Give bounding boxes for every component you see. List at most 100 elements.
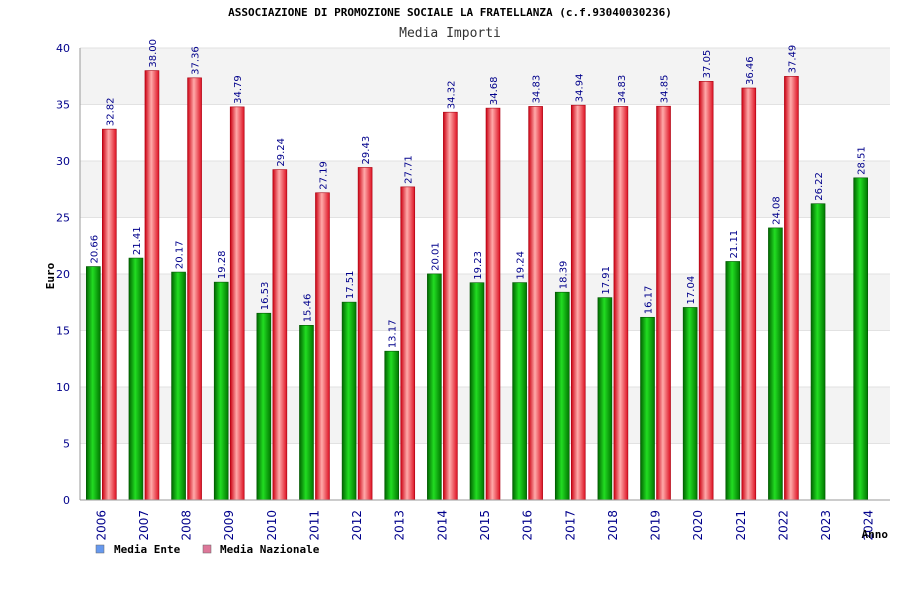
legend: Media Ente Media Nazionale (95, 543, 320, 556)
value-label: 34.83 (617, 75, 628, 104)
y-tick-label: 5 (63, 438, 70, 451)
bar (171, 271, 186, 501)
legend-swatch-media-ente (95, 544, 105, 554)
value-label: 34.32 (446, 81, 457, 110)
value-label: 20.66 (89, 235, 100, 264)
bar (528, 106, 543, 501)
bar (256, 312, 272, 501)
x-tick-label: 2011 (307, 510, 321, 541)
value-label: 16.17 (644, 286, 655, 315)
x-tick-label: 2013 (393, 510, 407, 541)
bar (443, 111, 458, 501)
bar (656, 105, 671, 501)
value-label: 17.04 (686, 276, 697, 305)
bar (187, 77, 202, 501)
value-label: 27.71 (404, 155, 415, 184)
bar (86, 266, 101, 501)
x-tick-label: 2014 (435, 510, 449, 541)
value-label: 34.85 (660, 75, 671, 104)
value-label: 34.68 (489, 76, 500, 105)
value-label: 15.46 (302, 294, 313, 323)
value-label: 37.36 (191, 46, 202, 75)
x-tick-label: 2010 (265, 510, 279, 541)
bar (400, 186, 416, 501)
bar (341, 301, 357, 501)
x-tick-label: 2024 (862, 510, 876, 541)
x-tick-label: 2022 (776, 510, 790, 541)
value-label: 19.23 (473, 251, 484, 280)
value-label: 29.24 (276, 138, 287, 167)
value-label: 34.83 (532, 75, 543, 104)
value-label: 20.17 (175, 240, 186, 269)
y-axis-ticks: 0 5 10 15 20 25 30 35 40 (56, 42, 70, 507)
y-axis-label: Euro (44, 262, 57, 289)
bar (682, 307, 698, 501)
bar (613, 106, 629, 501)
bar (597, 297, 613, 501)
bar (784, 76, 799, 501)
y-tick-label: 10 (56, 381, 70, 394)
value-label: 34.94 (574, 74, 585, 103)
bar (272, 169, 288, 501)
value-label: 38.00 (148, 39, 159, 68)
bar (640, 316, 655, 501)
value-label: 29.43 (361, 136, 372, 165)
bar (768, 227, 783, 501)
bar (698, 81, 714, 501)
value-labels: 20.66 32.82 21.41 38.00 20.17 37.36 19.28 34.79… (89, 39, 867, 348)
bar (315, 192, 330, 501)
x-axis-ticks: 2006 2007 2008 2009 2010 2011 2012 2013 2014 2015… (94, 510, 875, 541)
bar (554, 291, 570, 501)
bar (725, 261, 741, 501)
chart-subtitle: Media Importi (399, 26, 501, 41)
y-tick-label: 0 (63, 494, 70, 507)
x-tick-label: 2017 (563, 510, 577, 541)
y-tick-label: 15 (56, 325, 70, 338)
bar (570, 104, 586, 501)
bar (213, 281, 229, 501)
bar (144, 70, 160, 501)
bar (853, 177, 868, 501)
x-axis-label: Anno (862, 528, 889, 541)
y-tick-label: 40 (56, 42, 70, 55)
bar (485, 107, 501, 501)
x-tick-label: 2020 (691, 510, 705, 541)
bar (427, 273, 442, 501)
value-label: 21.41 (132, 226, 143, 255)
value-label: 26.22 (814, 172, 825, 201)
value-label: 24.08 (771, 196, 782, 225)
value-label: 21.11 (729, 230, 740, 259)
bar (357, 167, 373, 501)
y-tick-label: 20 (56, 268, 70, 281)
x-tick-label: 2016 (521, 510, 535, 541)
legend-label-media-ente: Media Ente (114, 543, 181, 556)
value-label: 36.46 (745, 56, 756, 85)
bar (512, 282, 527, 501)
value-label: 16.53 (260, 282, 271, 311)
value-label: 20.01 (430, 242, 441, 271)
x-tick-label: 2006 (94, 510, 108, 541)
bar (810, 203, 826, 501)
x-tick-label: 2015 (478, 510, 492, 541)
x-tick-label: 2009 (222, 510, 236, 541)
value-label: 19.24 (516, 251, 527, 280)
value-label: 37.05 (702, 50, 713, 79)
value-label: 34.79 (233, 75, 244, 104)
y-tick-label: 25 (56, 212, 70, 225)
value-label: 28.51 (857, 146, 868, 175)
bar (469, 282, 485, 501)
bar (229, 106, 245, 501)
bar (384, 350, 400, 501)
bar (102, 128, 117, 501)
value-label: 17.91 (601, 266, 612, 295)
bar (741, 87, 757, 501)
x-tick-label: 2021 (734, 510, 748, 541)
x-tick-label: 2019 (649, 510, 663, 541)
legend-label-media-nazionale: Media Nazionale (220, 543, 320, 556)
bar (128, 257, 144, 501)
x-tick-label: 2007 (137, 510, 151, 541)
chart-title: ASSOCIAZIONE DI PROMOZIONE SOCIALE LA FR… (228, 6, 672, 19)
y-tick-label: 30 (56, 155, 70, 168)
x-tick-label: 2012 (350, 510, 364, 541)
value-label: 37.49 (787, 45, 798, 74)
